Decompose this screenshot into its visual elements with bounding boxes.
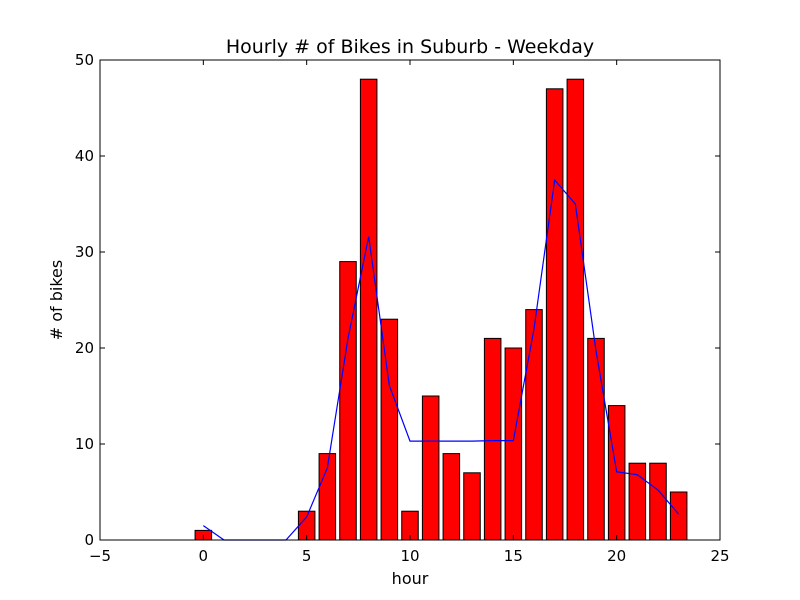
- bar-hour-15: [504, 347, 523, 541]
- y-tick-label: 40: [75, 147, 94, 165]
- x-tick-label: 25: [710, 547, 729, 565]
- bar-hour-23: [669, 491, 688, 541]
- bar-hour-18: [566, 78, 585, 541]
- y-axis-label: # of bikes: [47, 260, 66, 340]
- x-axis-label: hour: [392, 569, 429, 588]
- y-tick-label: 0: [84, 531, 94, 549]
- bar-hour-7: [339, 261, 357, 541]
- bar-hour-13: [463, 472, 481, 541]
- bar-hour-17: [545, 88, 564, 541]
- y-tick-label: 30: [75, 243, 94, 261]
- bar-hour-14: [483, 337, 502, 541]
- bar-hour-8: [359, 78, 378, 541]
- bar-hour-16: [525, 309, 543, 541]
- plot-frame: [99, 59, 721, 541]
- bar-hour-12: [442, 453, 461, 541]
- y-tick-label: 50: [75, 51, 94, 69]
- x-tick-label: 5: [302, 547, 312, 565]
- bar-hour-22: [649, 462, 667, 541]
- bar-hour-19: [587, 337, 605, 541]
- y-tick-label: 10: [75, 435, 94, 453]
- bar-hour-11: [421, 395, 440, 541]
- x-tick-label: 0: [199, 547, 209, 565]
- x-tick-label: 10: [400, 547, 419, 565]
- bar-hour-9: [380, 318, 399, 541]
- y-tick-label: 20: [75, 339, 94, 357]
- x-tick-label: 15: [504, 547, 523, 565]
- x-tick-label: −5: [89, 547, 111, 565]
- x-tick-label: 20: [607, 547, 626, 565]
- trend-line: [202, 178, 680, 541]
- plot-marks: [194, 78, 688, 541]
- chart-title: Hourly # of Bikes in Suburb - Weekday: [226, 36, 594, 58]
